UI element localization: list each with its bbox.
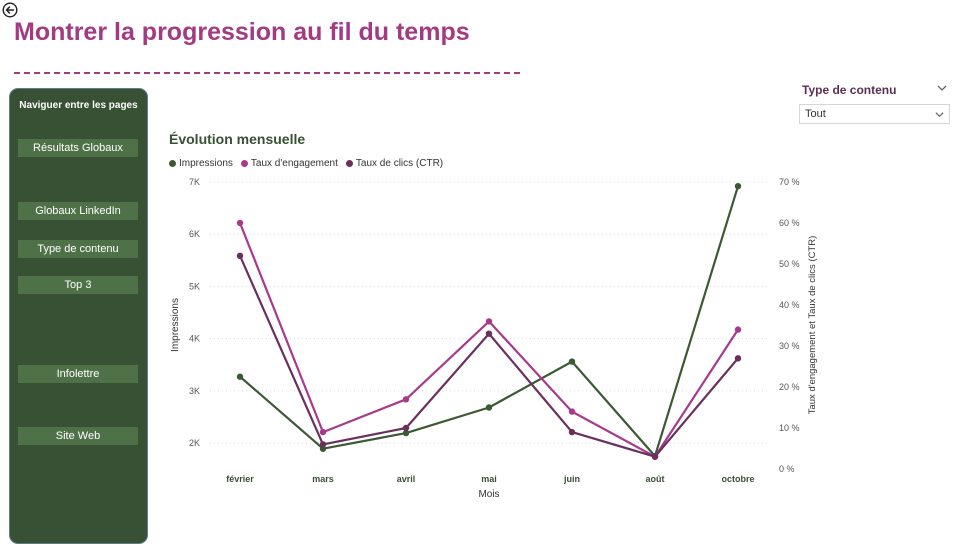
nav-button-resultats-globaux[interactable]: Résultats Globaux xyxy=(18,139,138,157)
content-type-dropdown[interactable]: Tout xyxy=(799,104,950,124)
y-axis-tick-label: 2K xyxy=(189,438,200,448)
y-axis-tick-label: 4K xyxy=(189,334,200,344)
legend-label: Taux d'engagement xyxy=(250,158,338,169)
y2-axis-tick-label: 60 % xyxy=(779,218,800,228)
data-point[interactable] xyxy=(319,441,327,448)
y2-axis-title: Taux d'engagement et Taux de clics (CTR) xyxy=(807,236,818,415)
y-axis-tick-label: 6K xyxy=(189,229,200,239)
data-point[interactable] xyxy=(734,182,742,190)
y-axis-title: Impressions xyxy=(170,298,181,352)
y2-axis-tick-label: 0 % xyxy=(779,464,795,474)
chevron-down-icon[interactable] xyxy=(936,82,948,94)
back-arrow-icon[interactable] xyxy=(2,2,18,18)
legend-label: Impressions xyxy=(179,158,233,169)
data-point[interactable] xyxy=(485,404,493,411)
y2-axis-tick-label: 20 % xyxy=(779,382,800,392)
y2-axis-tick-label: 30 % xyxy=(779,341,800,351)
nav-button-type-de-contenu[interactable]: Type de contenu xyxy=(18,240,138,258)
data-point[interactable] xyxy=(236,373,244,380)
legend-label: Taux de clics (CTR) xyxy=(355,158,444,169)
nav-button-globaux-linkedin[interactable]: Globaux LinkedIn xyxy=(18,202,138,220)
y-axis-tick-label: 3K xyxy=(189,386,200,396)
series-line-engagement[interactable] xyxy=(238,222,739,458)
slicer-title: Type de contenu xyxy=(802,83,897,97)
legend-marker xyxy=(345,160,353,167)
page-title: Montrer la progression au fil du temps xyxy=(14,18,470,46)
chevron-down-icon xyxy=(935,112,944,118)
legend-item-engagement[interactable]: Taux d'engagement xyxy=(240,158,338,169)
legend-marker xyxy=(169,160,176,167)
y2-axis-tick-label: 70 % xyxy=(779,177,800,187)
legend-marker xyxy=(240,160,248,167)
data-point[interactable] xyxy=(402,424,410,432)
x-axis-title: Mois xyxy=(478,489,499,500)
title-divider xyxy=(14,72,520,74)
data-point[interactable] xyxy=(734,355,742,362)
data-point[interactable] xyxy=(568,428,576,436)
legend-item-impressions[interactable]: Impressions xyxy=(169,158,233,169)
x-axis-tick-label: octobre xyxy=(721,474,754,484)
x-axis-tick-label: avril xyxy=(397,474,416,484)
y2-axis-tick-label: 10 % xyxy=(779,423,800,433)
data-point[interactable] xyxy=(236,252,244,259)
data-point[interactable] xyxy=(319,428,327,436)
chart-title: Évolution mensuelle xyxy=(169,131,306,147)
data-point[interactable] xyxy=(485,330,493,337)
y2-axis-tick-label: 50 % xyxy=(779,259,800,269)
nav-button-infolettre[interactable]: Infolettre xyxy=(18,365,138,383)
nav-button-site-web[interactable]: Site Web xyxy=(18,427,138,445)
x-axis-tick-label: août xyxy=(646,474,665,484)
legend-item-ctr[interactable]: Taux de clics (CTR) xyxy=(345,158,444,169)
nav-button-top-3[interactable]: Top 3 xyxy=(18,276,138,294)
y2-axis-tick-label: 40 % xyxy=(779,300,800,310)
data-point[interactable] xyxy=(236,219,244,227)
data-point[interactable] xyxy=(402,396,410,403)
data-point[interactable] xyxy=(568,358,576,365)
x-axis-tick-label: mai xyxy=(481,474,497,484)
data-point[interactable] xyxy=(485,318,493,325)
data-point[interactable] xyxy=(734,326,742,333)
y-axis-tick-label: 5K xyxy=(189,281,200,291)
chart-legend: Impressions Taux d'engagement Taux de cl… xyxy=(169,158,443,169)
data-point[interactable] xyxy=(651,453,659,460)
navigation-panel: Naviguer entre les pages Résultats Globa… xyxy=(9,88,148,544)
y-axis-tick-label: 7K xyxy=(189,177,200,187)
x-axis-tick-label: mars xyxy=(312,474,334,484)
nav-heading: Naviguer entre les pages xyxy=(19,100,138,111)
data-point[interactable] xyxy=(568,408,576,415)
x-axis-tick-label: juin xyxy=(563,474,580,484)
data-point[interactable] xyxy=(402,429,410,437)
x-axis-tick-label: février xyxy=(226,474,254,484)
dropdown-selected-value: Tout xyxy=(805,108,826,120)
